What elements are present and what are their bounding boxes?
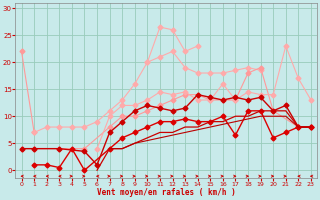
X-axis label: Vent moyen/en rafales ( km/h ): Vent moyen/en rafales ( km/h ) bbox=[97, 188, 236, 197]
